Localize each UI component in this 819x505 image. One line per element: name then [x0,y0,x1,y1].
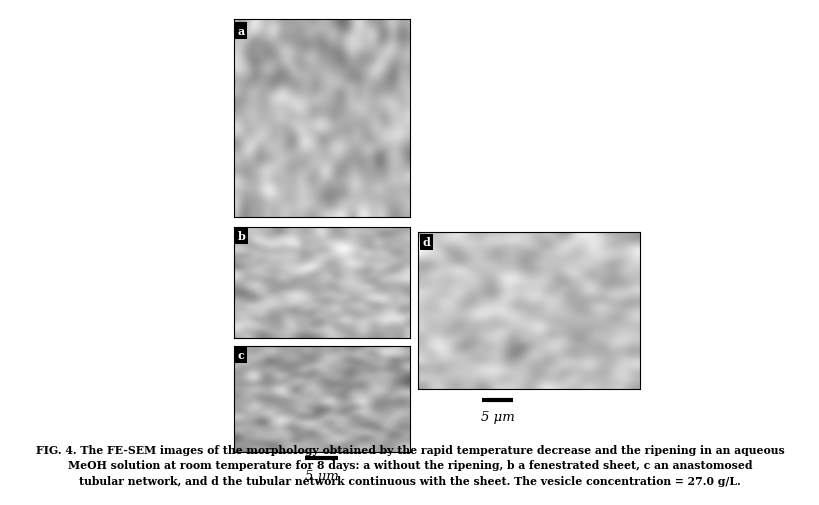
Text: 5 μm: 5 μm [480,411,514,424]
Text: tubular network, and d the tubular network continuous with the sheet. The vesicl: tubular network, and d the tubular netwo… [79,475,740,486]
Text: MeOH solution at room temperature for 8 days: a without the ripening, b a fenest: MeOH solution at room temperature for 8 … [68,460,751,471]
Text: a: a [237,26,244,37]
Text: c: c [237,349,244,360]
Text: d: d [422,237,430,248]
Text: 5 μm: 5 μm [305,469,338,482]
Text: b: b [237,231,245,241]
Text: FIG. 4. The FE-SEM images of the morphology obtained by the rapid temperature de: FIG. 4. The FE-SEM images of the morphol… [35,444,784,456]
